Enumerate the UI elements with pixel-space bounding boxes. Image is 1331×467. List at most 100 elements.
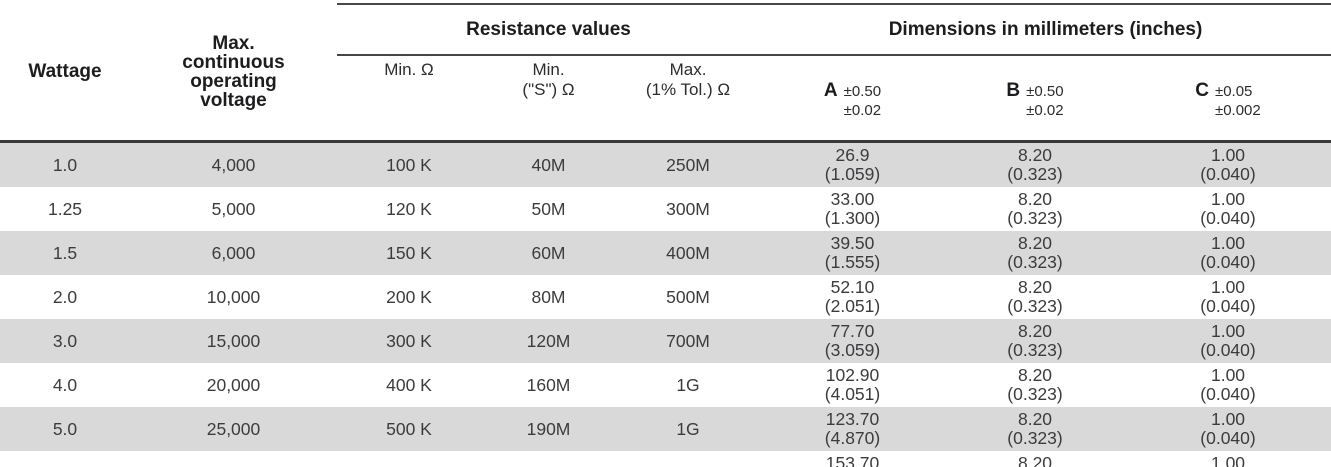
cell-dim-b: 8.20 (0.323) (1007, 189, 1063, 228)
table-row: 2.0 10,000 200 K 80M 500M 52.10 (2.051) 8.20 (… (0, 275, 1331, 319)
table-row: 1.5 6,000 150 K 60M 400M 39.50 (1.555) 8.20 (0… (0, 231, 1331, 275)
dimensions-group-header: Dimensions in millimeters (inches) (760, 3, 1331, 56)
cell-dim-c: 1.00 (0.040) (1125, 451, 1331, 467)
table-row: 6.030,000600 K250M1G153.70 (6.051)8.20 (… (0, 451, 1331, 467)
dim-b-tolerances: ±0.50 ±0.02 (1026, 82, 1063, 120)
cell-dim-c: 1.00 (0.040) (1200, 189, 1256, 228)
cell-max-tol-ohm: 700M (666, 330, 710, 351)
dim-b-head: B ±0.50 ±0.02 (945, 80, 1125, 120)
cell-wattage: 5.0 (52, 418, 78, 439)
table-row: 1.0 4,000 100 K 40M 250M 26.9 (1.059) 8.20 (0.… (0, 141, 1331, 187)
cell-max-tol-ohm: 1G (616, 451, 760, 467)
cell-dim-a: 102.90 (4.051) (824, 365, 881, 404)
cell-dim-a: 39.50 (1.555) (824, 233, 881, 272)
cell-wattage: 6.0 (0, 451, 130, 467)
cell-dim-a: 33.00 (1.300) (824, 189, 881, 228)
cell-dim-b: 8.20 (0.323) (945, 451, 1125, 467)
spec-table-body: 1.0 4,000 100 K 40M 250M 26.9 (1.059) 8.20 (0.… (0, 141, 1331, 467)
table-row: 1.25 5,000 120 K 50M 300M 33.00 (1.300) 8.20 (… (0, 187, 1331, 231)
cell-dim-c: 1.00 (0.040) (1200, 277, 1256, 316)
cell-wattage: 3.0 (52, 330, 78, 351)
cell-max-tol-ohm: 500M (666, 286, 710, 307)
cell-dim-a: 26.9 (1.059) (824, 145, 881, 184)
dim-b-subheader: B ±0.50 ±0.02 (945, 55, 1125, 143)
cell-dim-a: 52.10 (2.051) (824, 277, 881, 316)
dim-a-subheader: A ±0.50 ±0.02 (760, 55, 945, 143)
cell-voltage: 5,000 (211, 198, 256, 219)
cell-max-tol-ohm: 1G (676, 374, 700, 395)
cell-dim-c: 1.00 (0.040) (1200, 233, 1256, 272)
cell-voltage: 30,000 (130, 451, 337, 467)
dim-c-letter: C (1195, 80, 1209, 101)
cell-min-s-ohm: 50M (531, 198, 566, 219)
dim-c-head: C ±0.05 ±0.002 (1125, 80, 1331, 120)
resistance-values-group-header: Resistance values (337, 3, 760, 56)
dim-a-tolerance-in: ±0.02 (843, 102, 882, 119)
table-header: Wattage Max. continuous operating voltag… (0, 3, 1331, 143)
dim-c-tolerances: ±0.05 ±0.002 (1215, 82, 1261, 120)
cell-min-ohm: 100 K (386, 154, 432, 175)
dim-c-subheader: C ±0.05 ±0.002 (1125, 55, 1331, 143)
wattage-column-header: Wattage (0, 4, 130, 143)
cell-dim-a: 123.70 (4.870) (824, 409, 881, 448)
cell-dim-b: 8.20 (0.323) (1007, 233, 1063, 272)
cell-dim-c: 1.00 (0.040) (1200, 409, 1256, 448)
sub-header-row: Min. Ω Min. ("S") Ω Max. (1% Tol.) Ω A ±… (0, 55, 1331, 143)
dim-b-tolerance-mm: ±0.50 (1026, 83, 1064, 100)
cell-min-ohm: 600 K (337, 451, 481, 467)
cell-dim-b: 8.20 (0.323) (1007, 277, 1063, 316)
cell-min-s-ohm: 120M (526, 330, 571, 351)
min-ohm-subheader: Min. Ω (337, 55, 481, 143)
cell-min-ohm: 150 K (386, 242, 432, 263)
cell-dim-b: 8.20 (0.323) (1007, 365, 1063, 404)
cell-min-s-ohm: 160M (526, 374, 571, 395)
dim-a-tolerance-mm: ±0.50 (843, 83, 882, 100)
cell-dim-c: 1.00 (0.040) (1200, 145, 1256, 184)
cell-dim-c: 1.00 (0.040) (1200, 365, 1256, 404)
group-header-row: Wattage Max. continuous operating voltag… (0, 3, 1331, 143)
cell-max-tol-ohm: 1G (676, 418, 700, 439)
cell-voltage: 25,000 (206, 418, 261, 439)
cell-dim-b: 8.20 (0.323) (1007, 145, 1063, 184)
cell-min-s-ohm: 250M (481, 451, 616, 467)
cell-dim-c: 1.00 (0.040) (1200, 321, 1256, 360)
dim-c-tolerance-mm: ±0.05 (1214, 83, 1253, 100)
cell-voltage: 6,000 (211, 242, 256, 263)
dim-a-head: A ±0.50 ±0.02 (760, 80, 945, 120)
cell-min-s-ohm: 80M (531, 286, 566, 307)
cell-dim-a: 77.70 (3.059) (824, 321, 881, 360)
cell-dim-b: 8.20 (0.323) (1007, 321, 1063, 360)
cell-dim-b: 8.20 (0.323) (1007, 409, 1063, 448)
cell-min-ohm: 400 K (386, 374, 432, 395)
cell-dim-a: 153.70 (6.051) (760, 451, 945, 467)
cell-min-ohm: 120 K (386, 198, 432, 219)
cell-wattage: 1.5 (52, 242, 78, 263)
cell-wattage: 1.0 (52, 154, 78, 175)
cell-wattage: 4.0 (52, 374, 78, 395)
cell-voltage: 10,000 (206, 286, 261, 307)
cell-voltage: 20,000 (206, 374, 261, 395)
cell-min-s-ohm: 40M (531, 154, 566, 175)
cell-voltage: 15,000 (206, 330, 261, 351)
cell-min-ohm: 300 K (386, 330, 432, 351)
cell-min-ohm: 500 K (386, 418, 432, 439)
cell-wattage: 1.25 (47, 198, 83, 219)
cell-min-s-ohm: 60M (531, 242, 566, 263)
table-row: 4.0 20,000 400 K 160M 1G 102.90 (4.051) 8.20 (… (0, 363, 1331, 407)
dim-b-tolerance-in: ±0.02 (1026, 102, 1064, 119)
cell-wattage: 2.0 (52, 286, 78, 307)
resistor-spec-table: Wattage Max. continuous operating voltag… (0, 3, 1331, 467)
cell-max-tol-ohm: 400M (666, 242, 710, 263)
dim-b-letter: B (1006, 80, 1021, 101)
max-voltage-column-header: Max. continuous operating voltage (130, 4, 337, 143)
cell-min-s-ohm: 190M (526, 418, 571, 439)
cell-max-tol-ohm: 250M (666, 154, 710, 175)
table-row: 3.0 15,000 300 K 120M 700M 77.70 (3.059) 8.20 … (0, 319, 1331, 363)
min-s-ohm-subheader: Min. ("S") Ω (481, 55, 616, 143)
table-row: 5.0 25,000 500 K 190M 1G 123.70 (4.870) 8.20 (… (0, 407, 1331, 451)
cell-voltage: 4,000 (211, 154, 256, 175)
cell-min-ohm: 200 K (386, 286, 432, 307)
dim-a-letter: A (823, 80, 838, 101)
max-tol-ohm-subheader: Max. (1% Tol.) Ω (616, 55, 760, 143)
dim-c-tolerance-in: ±0.002 (1214, 102, 1261, 119)
